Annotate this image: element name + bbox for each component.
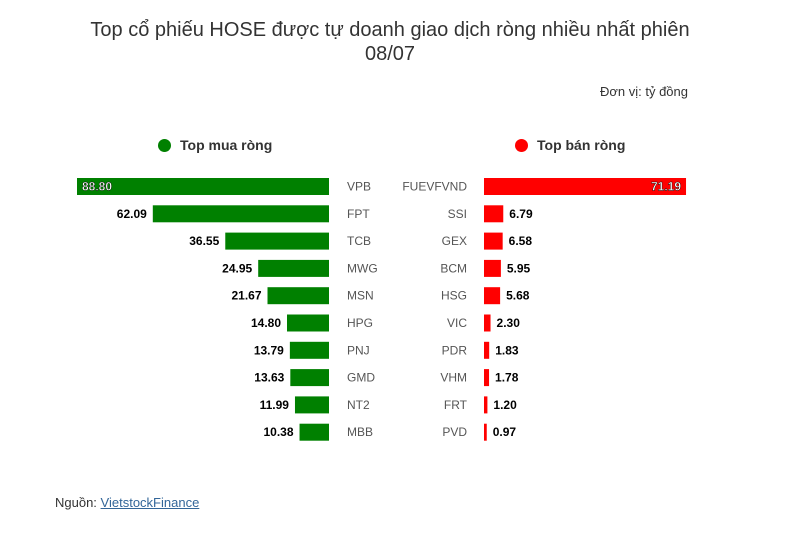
sell-category-label: FRT	[444, 398, 468, 412]
buy-category-label: HPG	[347, 316, 373, 330]
sell-category-label: SSI	[448, 207, 467, 221]
chart-title: Top cổ phiếu HOSE được tự doanh giao dịc…	[60, 18, 720, 66]
sell-bar[interactable]	[484, 178, 687, 195]
buy-bar[interactable]	[77, 178, 329, 195]
chart-title-line1: Top cổ phiếu HOSE được tự doanh giao dịc…	[90, 19, 690, 41]
source-link[interactable]: VietstockFinance	[100, 495, 200, 510]
sell-bar[interactable]	[484, 205, 504, 223]
sell-value-label: 1.20	[493, 398, 517, 412]
buy-bar[interactable]	[294, 396, 329, 414]
sell-value-label: 71.19	[651, 180, 681, 194]
sell-category-label: VIC	[447, 316, 467, 330]
sell-category-label: VHM	[440, 371, 467, 385]
source-prefix: Nguồn:	[55, 495, 101, 510]
sell-category-label: FUEVFVND	[402, 180, 467, 194]
legend-sell-label: Top bán ròng	[537, 137, 626, 153]
sell-value-label: 1.83	[495, 343, 519, 357]
sell-value-label: 5.95	[507, 261, 531, 275]
sell-bar[interactable]	[484, 341, 490, 359]
buy-category-label: FPT	[347, 207, 370, 221]
buy-value-label: 36.55	[189, 234, 219, 248]
buy-value-label: 13.63	[254, 371, 284, 385]
buy-bar[interactable]	[290, 369, 329, 387]
sell-value-label: 0.97	[493, 425, 517, 439]
sell-category-label: GEX	[442, 234, 467, 248]
sell-category-label: BCM	[440, 261, 467, 275]
legend-buy-label: Top mua ròng	[180, 137, 273, 153]
legend-sell-marker	[515, 138, 528, 152]
buy-value-label: 24.95	[222, 261, 252, 275]
sell-value-label: 6.79	[509, 207, 533, 221]
sell-bar[interactable]	[484, 232, 503, 250]
buy-category-label: PNJ	[347, 343, 370, 357]
sell-bar[interactable]	[484, 423, 487, 441]
sell-bar[interactable]	[484, 369, 490, 387]
legend-buy-marker	[158, 138, 171, 152]
sell-bar[interactable]	[484, 287, 501, 305]
sell-category-label: HSG	[441, 289, 467, 303]
buy-bar[interactable]	[152, 205, 329, 223]
buy-bar[interactable]	[225, 232, 329, 250]
source-note: Nguồn: VietstockFinance	[55, 495, 199, 510]
buy-value-label: 14.80	[251, 316, 281, 330]
sell-value-label: 1.78	[495, 371, 519, 385]
buy-value-label: 10.38	[264, 425, 294, 439]
buy-category-label: NT2	[347, 398, 370, 412]
sell-category-label: PDR	[442, 343, 468, 357]
buy-value-label: 62.09	[117, 207, 147, 221]
buy-bar[interactable]	[267, 287, 329, 305]
legend-item-sell[interactable]: Top bán ròng	[515, 137, 625, 153]
sell-bar[interactable]	[484, 396, 488, 414]
sell-bar[interactable]	[484, 314, 491, 332]
buy-category-label: MBB	[347, 425, 373, 439]
buy-value-label: 21.67	[231, 289, 261, 303]
sell-value-label: 5.68	[506, 289, 530, 303]
sell-bar[interactable]	[484, 259, 501, 277]
buy-category-label: MWG	[347, 261, 378, 275]
buy-category-label: MSN	[347, 289, 374, 303]
buy-value-label: 11.99	[260, 398, 290, 412]
buy-bar[interactable]	[258, 259, 329, 277]
buy-bar[interactable]	[299, 423, 329, 441]
legend-item-buy[interactable]: Top mua ròng	[158, 137, 272, 153]
buy-category-label: VPB	[347, 180, 371, 194]
unit-label: Đơn vị: tỷ đồng	[599, 84, 688, 99]
sell-value-label: 2.30	[497, 316, 521, 330]
buy-bar[interactable]	[289, 341, 329, 359]
buy-category-label: GMD	[347, 371, 375, 385]
buy-value-label: 13.79	[254, 343, 284, 357]
chart-title-line2: 08/07	[364, 43, 416, 65]
sell-value-label: 6.58	[509, 234, 533, 248]
sell-category-label: PVD	[442, 425, 467, 439]
buy-category-label: TCB	[347, 234, 371, 248]
buy-value-label: 88.80	[82, 180, 112, 194]
buy-bar[interactable]	[287, 314, 329, 332]
